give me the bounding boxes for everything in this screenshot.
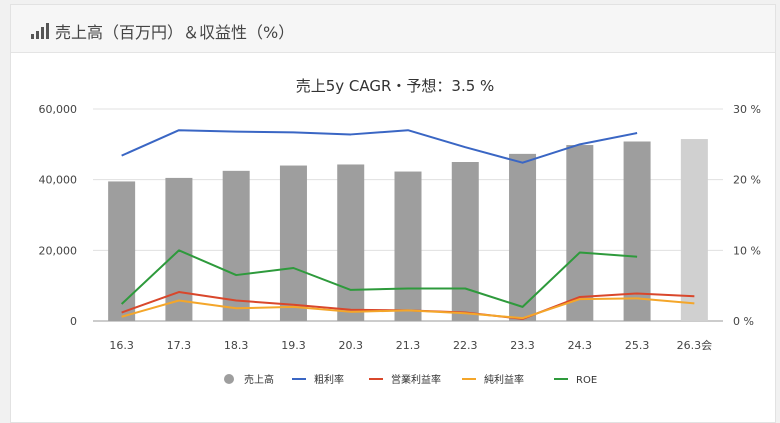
sales-bar [337, 164, 365, 321]
x-axis-tick-label: 20.3 [338, 339, 363, 352]
x-axis-tick-label: 22.3 [453, 339, 478, 352]
x-axis-tick-label: 25.3 [625, 339, 650, 352]
sales-bar [451, 162, 479, 321]
legend-label: ROE [576, 375, 597, 386]
legend-label: 粗利率 [314, 373, 344, 386]
x-axis-tick-label: 24.3 [568, 339, 593, 352]
sales-bar [566, 145, 594, 321]
x-axis-tick-label: 19.3 [281, 339, 306, 352]
sales-profitability-chart: 売上5y CAGR・予想：3.5 % 0 0 % 20,000 10 % 40,000 2… [39, 77, 761, 386]
x-axis-tick-label: 21.3 [396, 339, 421, 352]
sales-bar [509, 153, 537, 321]
sales-bar [108, 181, 136, 321]
x-axis-tick-label: 17.3 [167, 339, 192, 352]
chart-card: 売上高（百万円）＆収益性（%） 売上5y CAGR・予想：3.5 % 0 0 % 2… [10, 4, 776, 423]
chart-title: 売上5y CAGR・予想：3.5 % [296, 77, 495, 95]
legend-label: 純利益率 [484, 373, 524, 386]
x-axis-tick-label: 16.3 [109, 339, 134, 352]
sales-bar [279, 165, 307, 321]
sales-bar [394, 171, 422, 321]
left-axis-tick-label: 0 [70, 315, 77, 328]
right-axis-tick-label: 20 % [733, 174, 761, 187]
series-line [120, 249, 638, 308]
card-header: 売上高（百万円）＆収益性（%） [11, 5, 775, 53]
legend-label: 営業利益率 [391, 373, 441, 386]
series-line [121, 129, 638, 164]
signal-bars-icon [31, 23, 49, 39]
right-axis-tick-label: 0 % [733, 315, 754, 328]
series-line [121, 297, 695, 320]
left-axis-tick-label: 40,000 [39, 174, 78, 187]
sales-bar [222, 170, 250, 321]
legend-label: 売上高 [244, 373, 274, 386]
right-axis-tick-label: 30 % [733, 103, 761, 116]
legend-marker [224, 374, 234, 384]
left-axis-tick-label: 60,000 [39, 103, 78, 116]
sales-bar [680, 139, 708, 321]
right-axis-tick-label: 10 % [733, 244, 761, 257]
x-axis-tick-label: 18.3 [224, 339, 249, 352]
card-title: 売上高（百万円）＆収益性（%） [55, 23, 295, 42]
sales-bar [623, 141, 651, 321]
x-axis-tick-label: 26.3会 [677, 339, 713, 352]
x-axis-tick-label: 23.3 [510, 339, 535, 352]
left-axis-tick-label: 20,000 [39, 244, 78, 257]
